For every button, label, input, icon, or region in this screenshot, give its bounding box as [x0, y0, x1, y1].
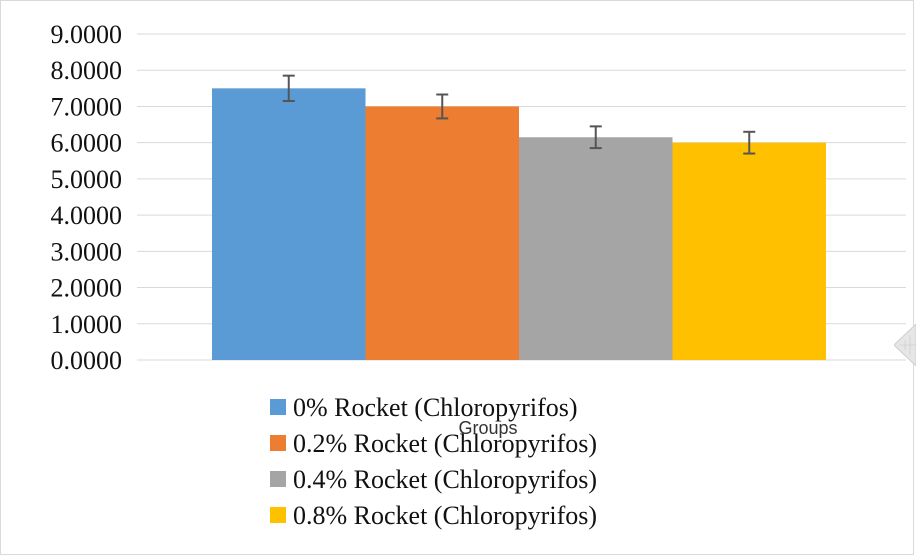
bar [212, 88, 366, 360]
legend-label: 0% Rocket (Chloropyrifos) [293, 393, 578, 422]
error-bar [589, 125, 602, 150]
bar [365, 106, 519, 360]
error-bars [282, 74, 756, 155]
bars [212, 88, 826, 360]
legend-item: 0.4% Rocket (Chloropyrifos) [270, 465, 597, 494]
error-bar [436, 93, 449, 120]
y-tick-label: 4.0000 [51, 201, 123, 230]
y-tick-label: 7.0000 [51, 92, 123, 121]
legend-item: 0% Rocket (Chloropyrifos) [270, 393, 578, 422]
y-tick-label: 2.0000 [51, 274, 123, 303]
y-tick-label: 1.0000 [51, 310, 123, 339]
error-bar [743, 130, 756, 155]
legend-item: 0.8% Rocket (Chloropyrifos) [270, 501, 597, 530]
y-tick-label: 8.0000 [51, 56, 123, 85]
legend-label: 0.8% Rocket (Chloropyrifos) [293, 501, 597, 530]
legend-item: 0.2% Rocket (Chloropyrifos) [270, 429, 597, 458]
legend-swatch [270, 507, 286, 523]
x-axis-label: Groups [458, 418, 517, 438]
legend-label: 0.4% Rocket (Chloropyrifos) [293, 465, 597, 494]
legend-swatch [270, 471, 286, 487]
bar [672, 142, 826, 360]
y-axis-ticks: 0.0000 1.0000 2.0000 3.0000 4.0000 5.0000 6.00… [51, 20, 123, 375]
legend-swatch [270, 399, 286, 415]
legend-swatch [270, 435, 286, 451]
y-tick-label: 9.0000 [51, 20, 123, 49]
y-tick-label: 6.0000 [51, 129, 123, 158]
y-tick-label: 3.0000 [51, 237, 123, 266]
legend-label: 0.2% Rocket (Chloropyrifos) [293, 429, 597, 458]
bar [519, 137, 673, 360]
resize-handle[interactable] [894, 324, 916, 366]
error-bar [282, 74, 295, 103]
y-tick-label: 5.0000 [51, 165, 123, 194]
legend: 0% Rocket (Chloropyrifos) 0.2% Rocket (Ch… [270, 393, 597, 530]
y-tick-label: 0.0000 [51, 346, 123, 375]
